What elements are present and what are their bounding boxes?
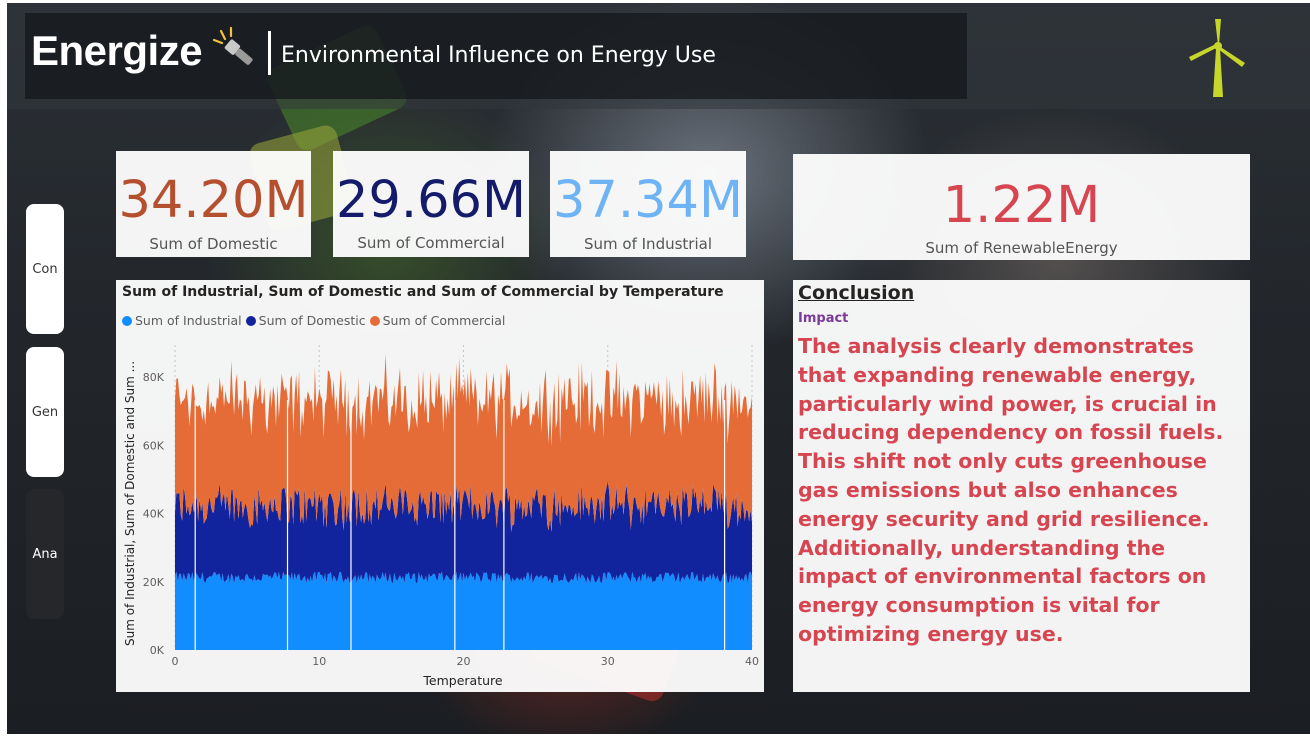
x-tick-label: 10 (312, 655, 326, 668)
report-canvas: Energize Environmental Influence on Ener… (7, 3, 1310, 734)
x-axis-title: Temperature (422, 673, 502, 688)
kpi-card-renewable[interactable]: 1.22M Sum of RenewableEnergy (793, 154, 1250, 260)
conclusion-heading: Conclusion (798, 282, 915, 304)
nav-button-gen[interactable]: Gen (26, 347, 64, 477)
domestic-series-area[interactable] (175, 481, 752, 584)
legend-swatch (245, 315, 256, 326)
nav-button-label: Con (32, 261, 58, 277)
kpi-value: 34.20M (118, 171, 309, 230)
legend-label: Sum of Industrial (135, 313, 242, 328)
legend-item[interactable]: Sum of Industrial (122, 313, 242, 328)
nav-button-label: Gen (31, 404, 59, 420)
header-panel (25, 13, 967, 99)
stacked-area-chart-card[interactable]: Sum of Industrial, Sum of Domestic and S… (116, 280, 764, 692)
legend-swatch (122, 315, 132, 326)
kpi-card-industrial[interactable]: 37.34M Sum of Industrial (550, 151, 746, 257)
x-tick-label: 20 (457, 655, 471, 668)
legend-label: Sum of Domestic (258, 313, 366, 328)
page-title: Environmental Influence on Energy Use (281, 43, 716, 68)
y-tick-label: 40K (143, 508, 165, 521)
conclusion-subheading: Impact (798, 311, 849, 326)
conclusion-card: Conclusion Impact The analysis clearly d… (793, 280, 1250, 692)
chart-title: Sum of Industrial, Sum of Domestic and S… (122, 284, 724, 300)
conclusion-body: The analysis clearly demonstrates that e… (798, 334, 1224, 646)
y-tick-label: 20K (143, 576, 165, 589)
kpi-card-commercial[interactable]: 29.66M Sum of Commercial (333, 151, 529, 257)
brand-logo-text: Energize (31, 27, 203, 74)
kpi-label: Sum of RenewableEnergy (925, 239, 1118, 257)
nav-button-label: Ana (32, 546, 58, 562)
chart-plot: Sum of Industrial, Sum of Domestic and S… (123, 345, 759, 688)
y-tick-label: 80K (143, 371, 165, 384)
flashlight-icon (212, 27, 253, 65)
x-tick-label: 40 (745, 655, 759, 668)
x-tick-label: 0 (172, 655, 179, 668)
title-divider (268, 31, 271, 75)
kpi-value: 29.66M (335, 171, 526, 230)
y-axis-title: Sum of Industrial, Sum of Domestic and S… (123, 361, 137, 646)
kpi-card-domestic[interactable]: 34.20M Sum of Domestic (116, 151, 311, 257)
commercial-series-area[interactable] (175, 354, 752, 533)
legend-swatch (369, 315, 380, 326)
industrial-series-area[interactable] (175, 571, 752, 650)
nav-button-ana[interactable]: Ana (26, 489, 64, 619)
chart-legend: Sum of Industrial Sum of Domestic Sum of… (122, 313, 505, 328)
kpi-value: 1.22M (942, 176, 1101, 235)
kpi-label: Sum of Commercial (357, 234, 505, 252)
kpi-label: Sum of Domestic (149, 235, 278, 253)
nav-button-con[interactable]: Con (26, 204, 64, 334)
x-tick-label: 30 (601, 655, 615, 668)
kpi-value: 37.34M (552, 171, 743, 230)
y-tick-label: 60K (143, 439, 165, 452)
legend-item[interactable]: Sum of Commercial (369, 313, 506, 328)
legend-label: Sum of Commercial (382, 313, 506, 328)
y-tick-label: 0K (150, 644, 165, 657)
legend-item[interactable]: Sum of Domestic (245, 313, 366, 328)
kpi-label: Sum of Industrial (584, 235, 712, 253)
wind-turbine-icon (1189, 19, 1245, 97)
